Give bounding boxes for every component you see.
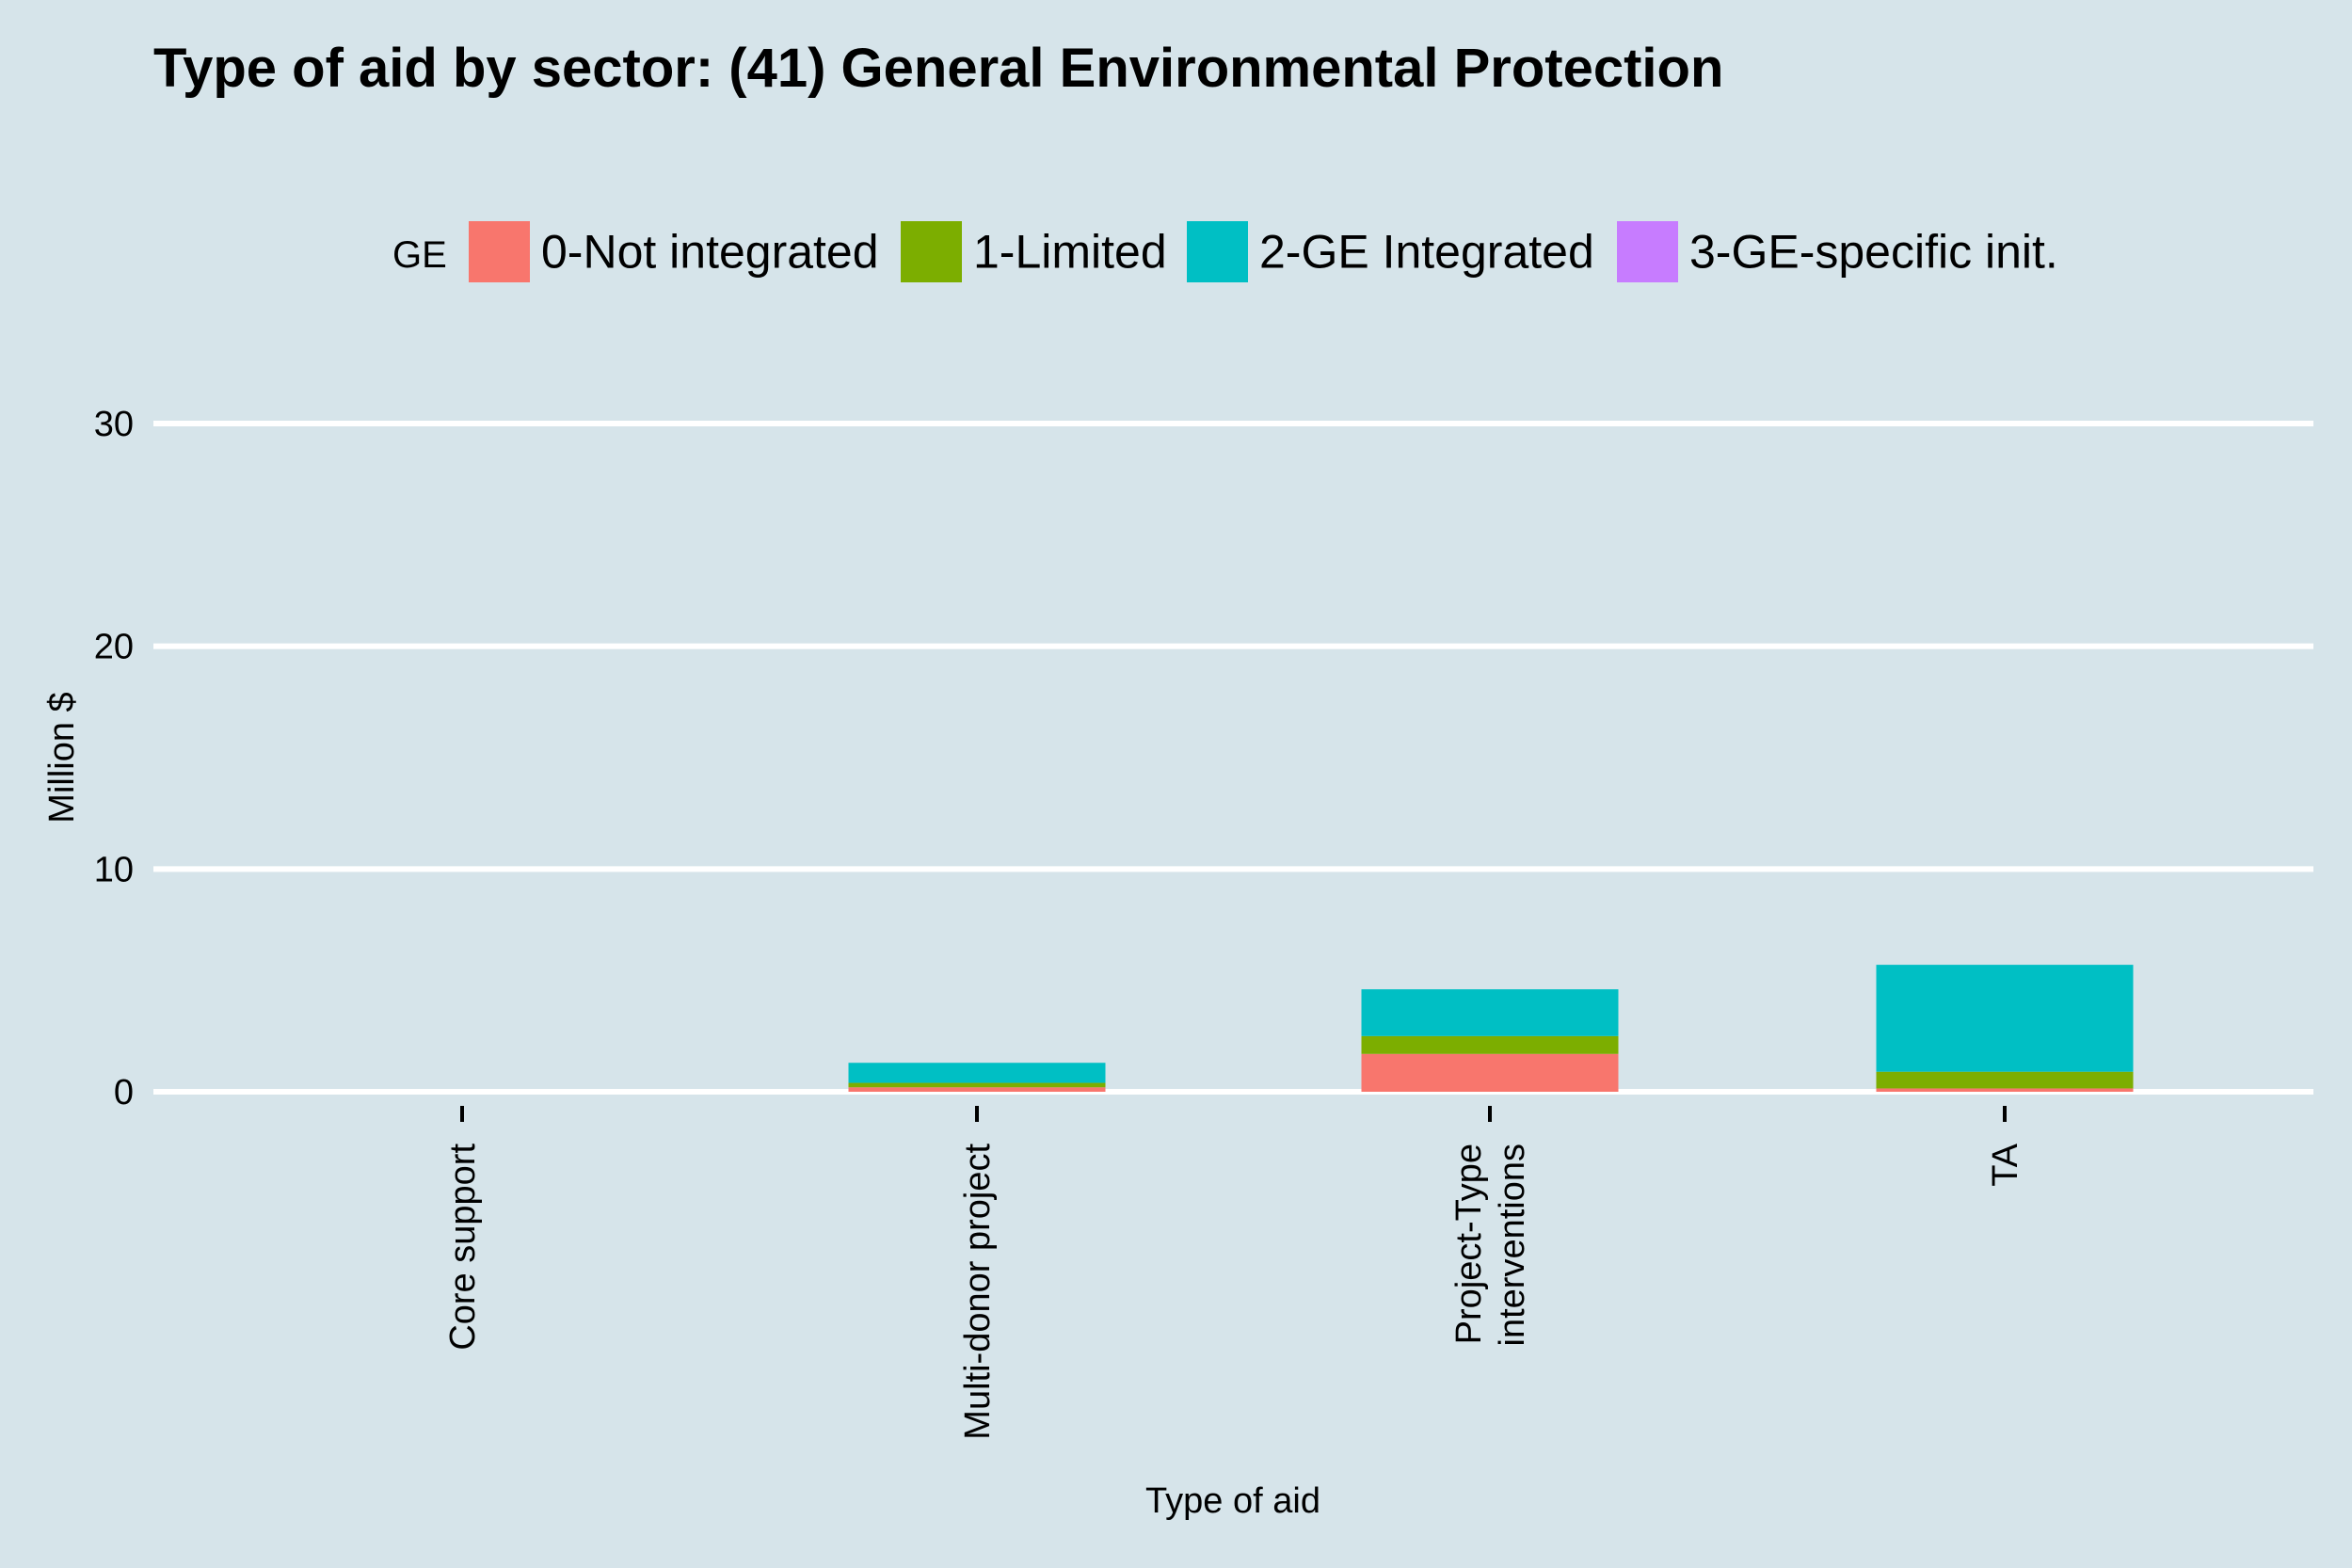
legend-swatch [1617,221,1678,282]
legend-swatch [1187,221,1248,282]
legend: GE 0-Not integrated 1-Limited 2-GE Integra… [392,221,2058,282]
legend-swatch [901,221,962,282]
y-tick-label: 20 [94,628,134,667]
y-axis-ticks: 0 10 20 30 [94,405,134,1112]
legend-entry: 3-GE-specific init. [1689,226,2058,279]
bar-segment [1361,1053,1619,1092]
x-axis-ticks: Core support Multi-donor project Project-T… [443,1106,2025,1440]
y-tick-label: 10 [94,850,134,889]
legend-entry: 2-GE Integrated [1259,226,1594,279]
x-tick-label: Project-Type [1449,1144,1489,1344]
bars [848,965,2134,1092]
chart-title: Type of aid by sector: (41) General Envi… [153,38,1723,99]
bar-segment [848,1063,1106,1083]
x-tick-label: interventions [1493,1144,1532,1346]
bar-segment [1361,989,1619,1036]
bar-segment [848,1087,1106,1092]
x-tick-label: Multi-donor project [958,1144,998,1440]
x-tick-label: TA [1986,1143,2025,1186]
bar-segment [1876,965,2134,1072]
legend-entry: 1-Limited [973,226,1167,279]
legend-title: GE [392,234,447,276]
legend-entry: 0-Not integrated [541,226,879,279]
x-tick-label: Core support [443,1144,483,1351]
y-tick-label: 30 [94,405,134,444]
y-tick-label: 0 [114,1073,134,1112]
x-axis-label: Type of aid [1145,1481,1320,1521]
bar-segment [1876,1088,2134,1092]
legend-swatch [469,221,530,282]
bar-segment [1876,1071,2134,1089]
bar-segment [1361,1035,1619,1054]
y-axis-label: Million $ [42,692,82,823]
bar-segment [848,1082,1106,1088]
